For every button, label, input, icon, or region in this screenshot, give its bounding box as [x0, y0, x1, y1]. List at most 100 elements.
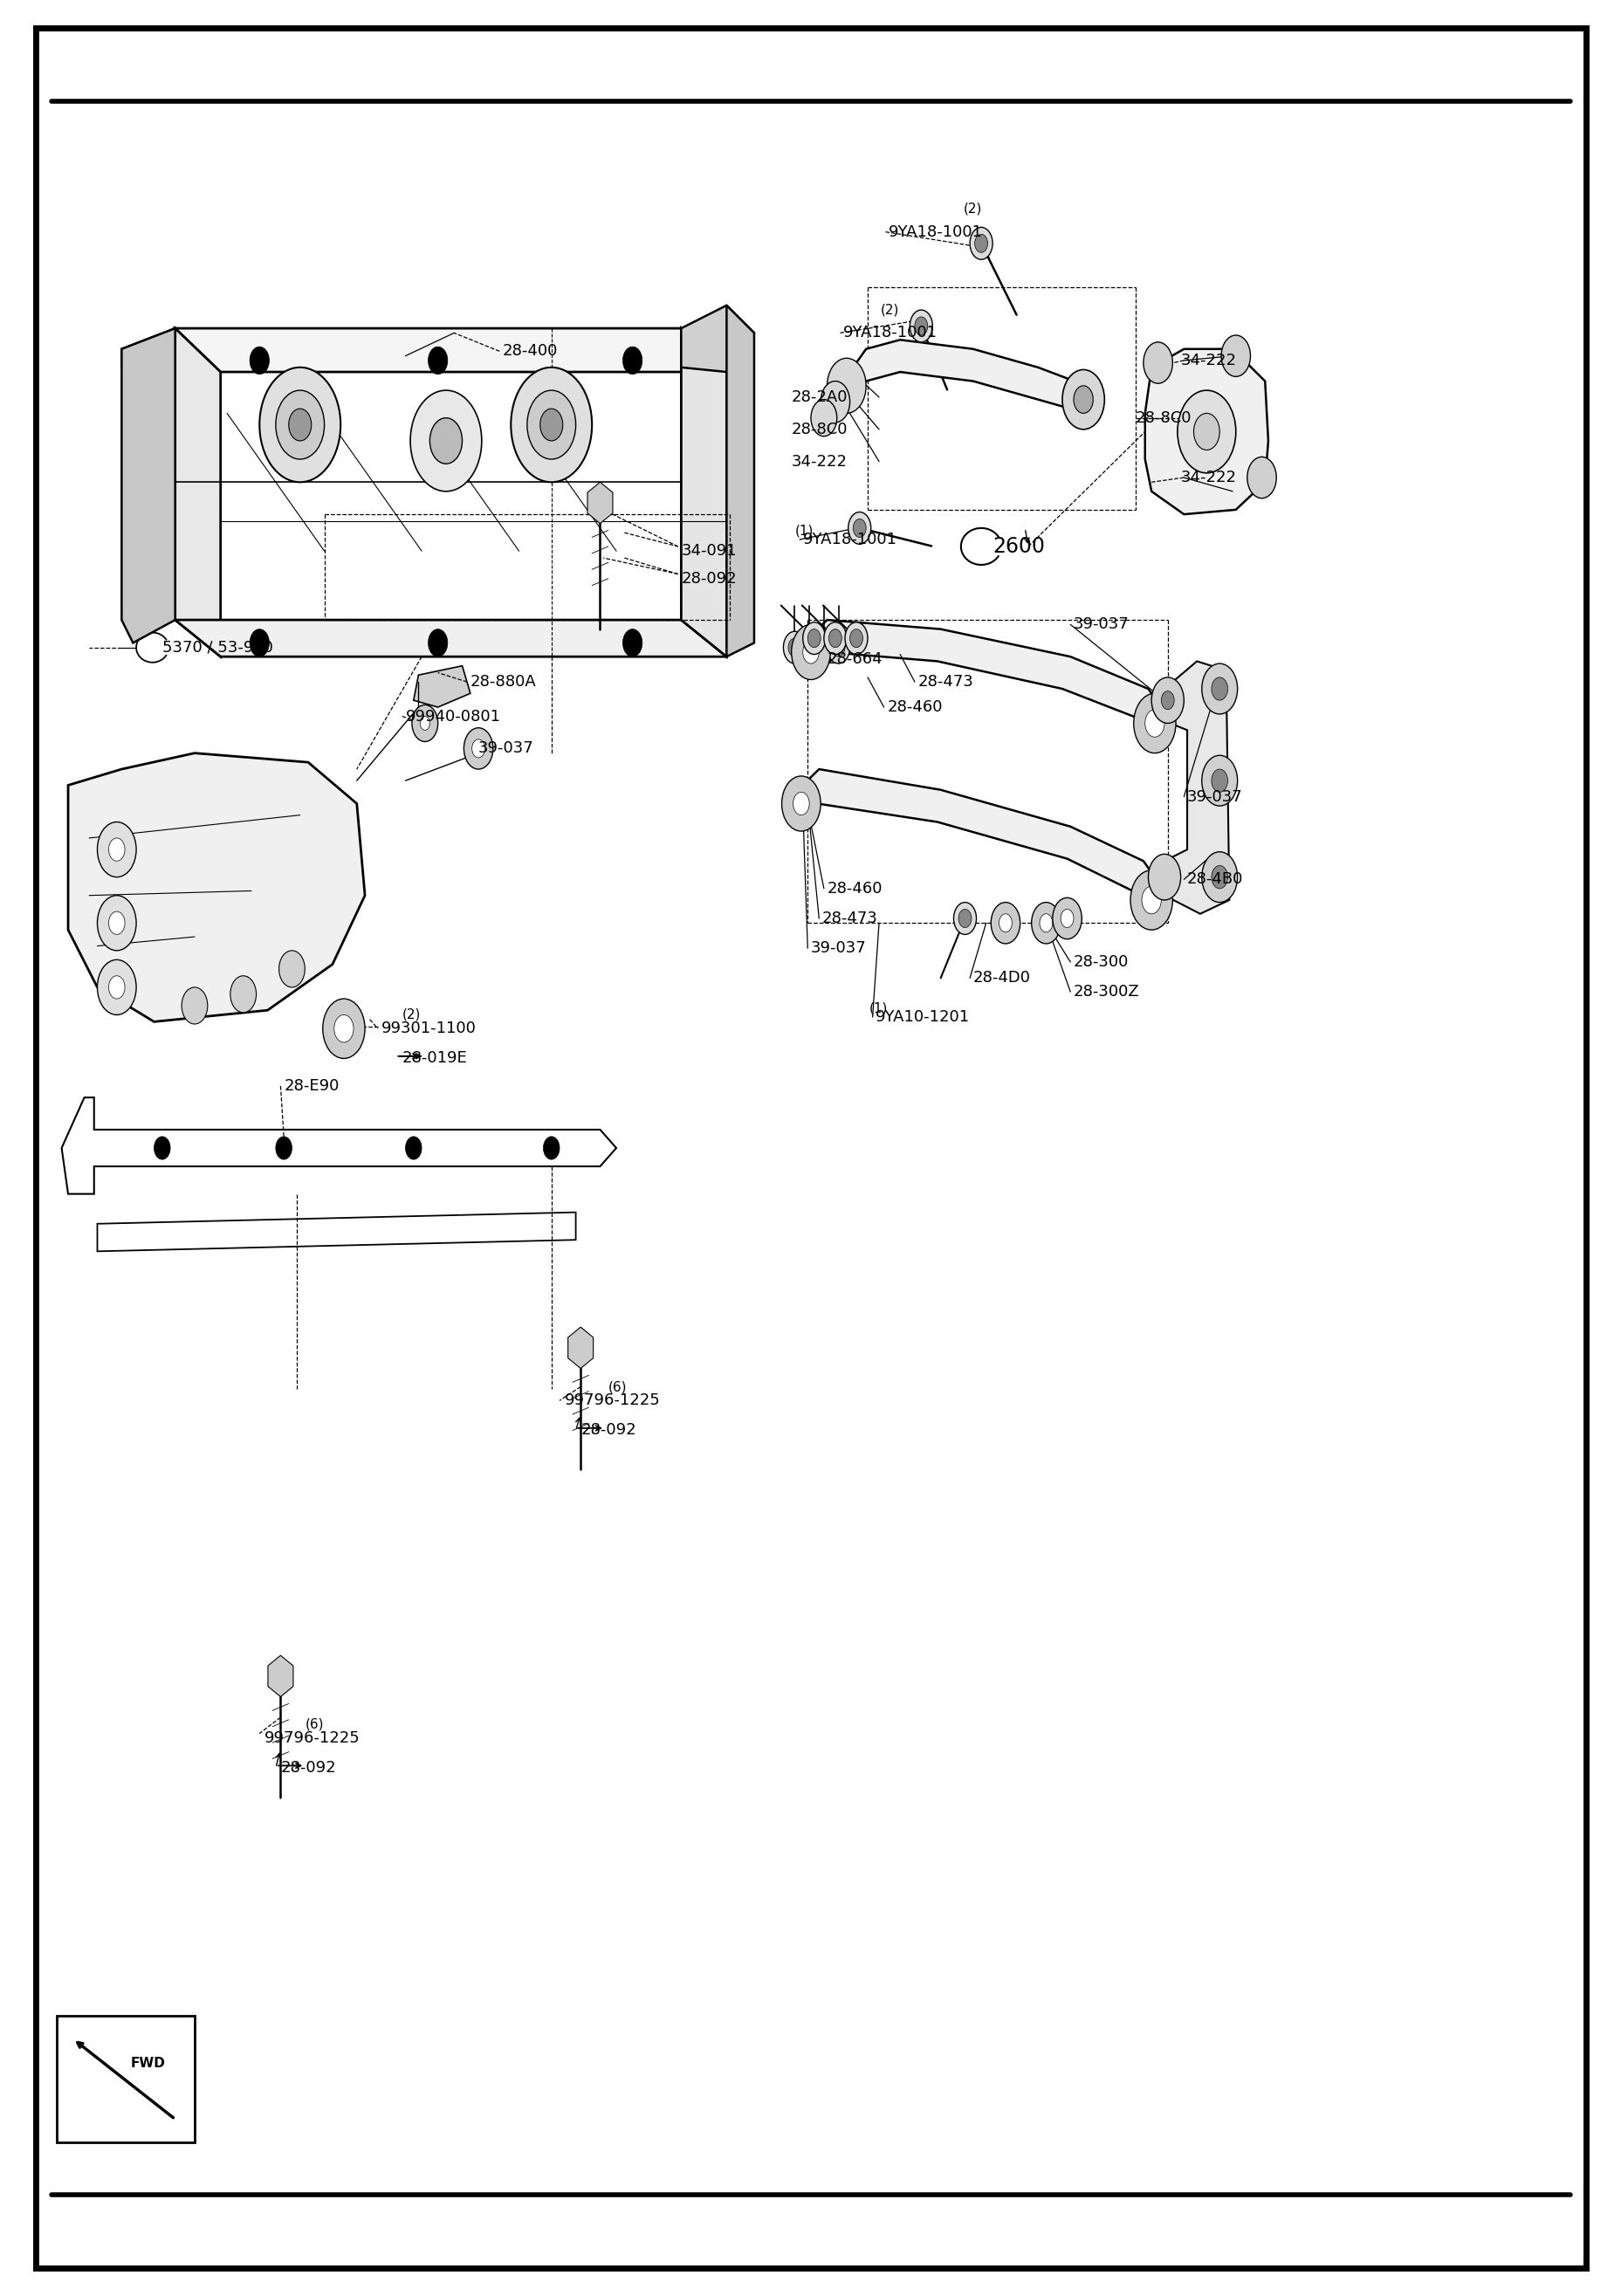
Circle shape	[1052, 898, 1081, 939]
Circle shape	[817, 638, 830, 657]
Circle shape	[798, 631, 820, 664]
Circle shape	[1060, 909, 1073, 928]
Circle shape	[1177, 390, 1235, 473]
Polygon shape	[175, 328, 220, 657]
Text: 28-092: 28-092	[681, 572, 736, 585]
Text: (1): (1)	[869, 1001, 888, 1015]
Polygon shape	[122, 328, 175, 643]
Circle shape	[250, 629, 269, 657]
Circle shape	[182, 987, 207, 1024]
Text: 28-2A0: 28-2A0	[791, 390, 848, 404]
Text: 28-019E: 28-019E	[402, 1052, 467, 1065]
Circle shape	[430, 418, 462, 464]
Text: 39-037: 39-037	[810, 941, 866, 955]
Circle shape	[405, 1137, 421, 1159]
Text: (2): (2)	[880, 303, 900, 317]
Circle shape	[1130, 870, 1172, 930]
Text: 28-092: 28-092	[280, 1761, 336, 1775]
Circle shape	[622, 629, 642, 657]
Text: 9YA18-1001: 9YA18-1001	[843, 326, 937, 340]
Circle shape	[914, 317, 927, 335]
Text: 28-400: 28-400	[503, 344, 558, 358]
Circle shape	[802, 638, 815, 657]
Circle shape	[781, 776, 820, 831]
Text: 28-8C0: 28-8C0	[1135, 411, 1191, 425]
Circle shape	[832, 638, 845, 657]
Text: 28-300: 28-300	[1073, 955, 1128, 969]
Circle shape	[511, 367, 592, 482]
Circle shape	[154, 1137, 170, 1159]
Polygon shape	[1164, 661, 1229, 914]
Polygon shape	[413, 666, 470, 707]
Text: 39-037: 39-037	[1073, 618, 1128, 631]
Circle shape	[849, 629, 862, 647]
Text: 34-222: 34-222	[1180, 471, 1235, 484]
Text: 99796-1225: 99796-1225	[264, 1731, 360, 1745]
Text: 28-E90: 28-E90	[284, 1079, 339, 1093]
Circle shape	[853, 519, 866, 537]
Circle shape	[909, 310, 932, 342]
Circle shape	[827, 631, 849, 664]
Circle shape	[109, 838, 125, 861]
Circle shape	[323, 999, 365, 1058]
Text: 99796-1225: 99796-1225	[564, 1394, 660, 1407]
Circle shape	[1211, 769, 1227, 792]
Polygon shape	[122, 328, 175, 367]
Text: 28-460: 28-460	[827, 882, 882, 895]
Text: 28-664: 28-664	[827, 652, 882, 666]
Text: 5370 / 53-900: 5370 / 53-900	[162, 641, 272, 654]
Circle shape	[827, 358, 866, 413]
Circle shape	[97, 960, 136, 1015]
Circle shape	[276, 1137, 292, 1159]
Polygon shape	[68, 753, 365, 1022]
Text: 2600: 2600	[992, 535, 1044, 558]
Polygon shape	[798, 769, 1161, 909]
Circle shape	[622, 347, 642, 374]
Circle shape	[334, 1015, 353, 1042]
Circle shape	[259, 367, 340, 482]
Polygon shape	[807, 620, 1164, 735]
Text: 28-880A: 28-880A	[470, 675, 537, 689]
Circle shape	[823, 622, 846, 654]
Circle shape	[540, 409, 562, 441]
Text: (6): (6)	[608, 1380, 627, 1394]
Text: 28-4B0: 28-4B0	[1187, 872, 1243, 886]
Text: (2): (2)	[402, 1008, 421, 1022]
Circle shape	[1151, 677, 1183, 723]
Circle shape	[1073, 386, 1093, 413]
Circle shape	[1148, 854, 1180, 900]
Circle shape	[1247, 457, 1276, 498]
Circle shape	[848, 512, 870, 544]
Polygon shape	[726, 305, 754, 657]
Circle shape	[527, 390, 575, 459]
Circle shape	[289, 409, 311, 441]
Circle shape	[820, 381, 849, 422]
Circle shape	[543, 1137, 559, 1159]
Text: 28-4D0: 28-4D0	[973, 971, 1031, 985]
Text: 28-460: 28-460	[887, 700, 942, 714]
Circle shape	[1039, 914, 1052, 932]
Circle shape	[953, 902, 976, 934]
Circle shape	[109, 912, 125, 934]
Circle shape	[412, 705, 438, 742]
Circle shape	[1221, 335, 1250, 377]
Circle shape	[807, 629, 820, 647]
Circle shape	[428, 629, 447, 657]
Circle shape	[1211, 677, 1227, 700]
Circle shape	[1031, 902, 1060, 944]
Text: 99301-1100: 99301-1100	[381, 1022, 477, 1035]
Circle shape	[1211, 866, 1227, 889]
Circle shape	[1193, 413, 1219, 450]
Circle shape	[810, 400, 836, 436]
Circle shape	[802, 641, 819, 664]
Circle shape	[1133, 693, 1175, 753]
Circle shape	[250, 347, 269, 374]
Circle shape	[990, 902, 1020, 944]
Circle shape	[97, 895, 136, 951]
Circle shape	[788, 638, 801, 657]
Circle shape	[958, 909, 971, 928]
Circle shape	[428, 347, 447, 374]
Text: 34-222: 34-222	[791, 455, 846, 468]
Polygon shape	[681, 328, 726, 657]
Text: (2): (2)	[963, 202, 982, 216]
